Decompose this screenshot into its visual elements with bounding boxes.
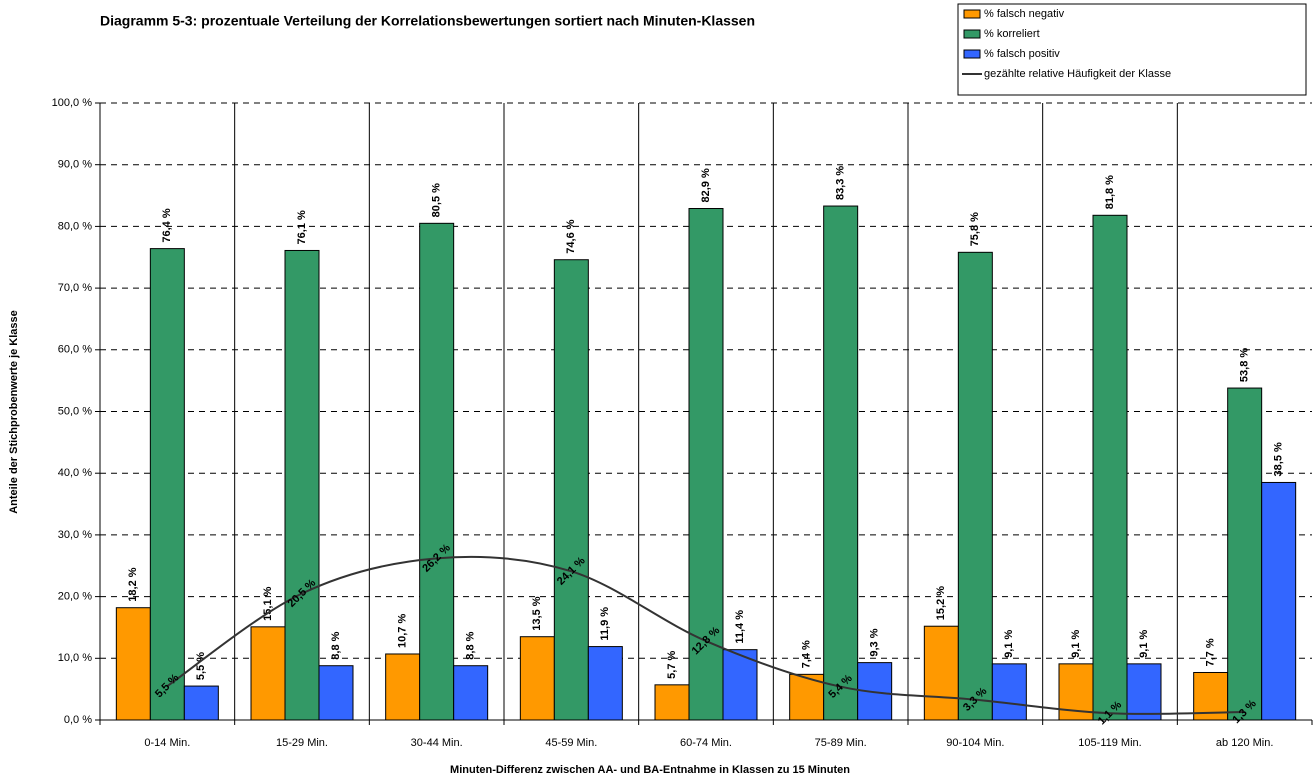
y-tick-label: 30,0 % <box>58 529 92 541</box>
y-tick-label: 50,0 % <box>58 405 92 417</box>
data-label: 9,1 % <box>1003 630 1015 658</box>
y-axis-label: Anteile der Stichprobenwerte je Klasse <box>8 310 20 514</box>
x-tick-label: 30-44 Min. <box>411 737 463 749</box>
bar <box>1227 387 1263 721</box>
chart-title: Diagramm 5-3: prozentuale Verteilung der… <box>100 13 755 29</box>
bar <box>284 249 320 721</box>
bar <box>519 636 555 721</box>
bar <box>722 649 758 721</box>
bar <box>923 625 959 721</box>
data-label: 5,5 % <box>195 652 207 680</box>
data-label: 13,5 % <box>531 596 543 630</box>
bar <box>991 663 1027 721</box>
data-label: 9,3 % <box>869 628 881 656</box>
bar <box>1261 481 1297 721</box>
data-label: 7,7 % <box>1205 638 1217 666</box>
data-label: 8,8 % <box>330 631 342 659</box>
line <box>166 555 1245 715</box>
legend-swatch <box>963 29 981 39</box>
x-tick-label: 105-119 Min. <box>1078 737 1141 749</box>
data-label: 5,7 % <box>666 650 678 678</box>
bar <box>823 205 859 721</box>
bar <box>250 626 286 721</box>
x-tick-label: ab 120 Min. <box>1216 737 1273 749</box>
bar <box>115 607 151 721</box>
legend-swatch <box>963 49 981 59</box>
bar <box>587 646 623 721</box>
bar <box>318 665 354 721</box>
data-label: 76,4 % <box>161 208 173 242</box>
legend-swatch <box>963 9 981 19</box>
y-tick-label: 0,0 % <box>64 714 92 726</box>
x-tick-label: 75-89 Min. <box>815 737 867 749</box>
data-label: 11,9 % <box>599 607 611 641</box>
data-label: 18,2 % <box>127 567 139 601</box>
y-tick-label: 100,0 % <box>52 97 93 109</box>
data-label: 74,6 % <box>565 219 577 253</box>
bar <box>183 685 219 721</box>
bar <box>149 248 185 721</box>
data-label: 82,9 % <box>700 168 712 202</box>
y-tick-label: 60,0 % <box>58 344 92 356</box>
x-tick-label: 60-74 Min. <box>680 737 732 749</box>
data-label: 9,1 % <box>1138 630 1150 658</box>
data-label: 80,5 % <box>431 183 443 217</box>
data-label: 76,1 % <box>296 210 308 244</box>
bar <box>1092 214 1128 721</box>
y-tick-label: 10,0 % <box>58 652 92 664</box>
data-label: 15,2 % <box>935 586 947 620</box>
data-label: 53,8 % <box>1239 348 1251 382</box>
bar <box>553 259 589 721</box>
x-axis-label: Minuten-Differenz zwischen AA- und BA-En… <box>450 764 850 776</box>
data-label: 7,4 % <box>801 640 813 668</box>
y-tick-label: 70,0 % <box>58 282 92 294</box>
x-tick-label: 45-59 Min. <box>545 737 597 749</box>
bar <box>1126 663 1162 721</box>
bar <box>654 684 690 721</box>
bar <box>453 665 489 721</box>
data-label: 9,1 % <box>1070 630 1082 658</box>
x-tick-label: 15-29 Min. <box>276 737 328 749</box>
legend-label: % korreliert <box>984 28 1040 40</box>
data-label: 75,8 % <box>969 212 981 246</box>
legend-box <box>957 3 1307 96</box>
data-label: 10,7 % <box>397 614 409 648</box>
x-tick-label: 0-14 Min. <box>144 737 190 749</box>
data-label: 81,8 % <box>1104 175 1116 209</box>
legend-label: gezählte relative Häufigkeit der Klasse <box>984 68 1171 80</box>
data-label: 11,4 % <box>734 610 746 644</box>
y-tick-label: 40,0 % <box>58 467 92 479</box>
bar <box>957 251 993 721</box>
data-label: 8,8 % <box>465 631 477 659</box>
data-label: 83,3 % <box>835 166 847 200</box>
y-tick-label: 80,0 % <box>58 220 92 232</box>
y-tick-label: 20,0 % <box>58 591 92 603</box>
bar <box>419 222 455 721</box>
legend-label: % falsch negativ <box>984 8 1065 20</box>
x-tick-label: 90-104 Min. <box>946 737 1004 749</box>
legend-label: % falsch positiv <box>984 48 1060 60</box>
data-label: 38,5 % <box>1273 442 1285 476</box>
y-tick-label: 90,0 % <box>58 159 92 171</box>
bar <box>385 653 421 721</box>
